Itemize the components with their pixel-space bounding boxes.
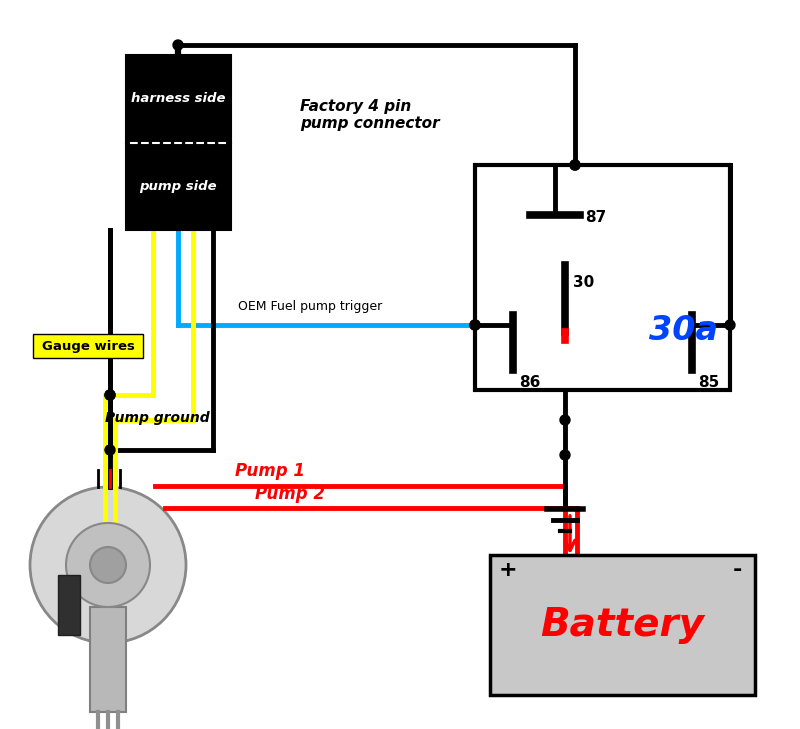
- Text: Pump 2: Pump 2: [255, 485, 325, 503]
- Bar: [126, 142, 230, 230]
- Text: Factory 4 pin
pump connector: Factory 4 pin pump connector: [300, 99, 440, 131]
- Text: +: +: [498, 560, 518, 580]
- Text: OEM Fuel pump trigger: OEM Fuel pump trigger: [238, 300, 382, 313]
- Circle shape: [105, 390, 115, 400]
- Bar: [90, 607, 126, 712]
- Bar: [126, 55, 230, 142]
- Bar: [33, 334, 143, 358]
- Circle shape: [570, 160, 580, 170]
- Text: pump side: pump side: [139, 180, 217, 192]
- Bar: [58, 575, 80, 635]
- Text: 30: 30: [573, 275, 594, 290]
- Circle shape: [725, 320, 735, 330]
- Text: 30a: 30a: [649, 313, 718, 346]
- Bar: [490, 555, 755, 695]
- Circle shape: [105, 445, 115, 455]
- Text: Pump ground: Pump ground: [105, 411, 210, 425]
- Text: Battery: Battery: [541, 606, 705, 644]
- Circle shape: [90, 547, 126, 583]
- Circle shape: [105, 390, 115, 400]
- Circle shape: [570, 160, 580, 170]
- Text: 87: 87: [585, 209, 606, 225]
- Text: 85: 85: [698, 375, 719, 390]
- Text: -: -: [732, 560, 742, 580]
- Circle shape: [66, 523, 150, 607]
- Circle shape: [30, 487, 186, 643]
- Circle shape: [470, 320, 480, 330]
- Bar: [475, 165, 730, 390]
- Circle shape: [560, 415, 570, 425]
- Circle shape: [173, 40, 183, 50]
- Text: 86: 86: [519, 375, 540, 390]
- Circle shape: [560, 450, 570, 460]
- Text: Gauge wires: Gauge wires: [42, 340, 134, 353]
- Text: Pump 1: Pump 1: [235, 462, 305, 480]
- Text: harness side: harness side: [130, 93, 226, 105]
- Circle shape: [470, 320, 480, 330]
